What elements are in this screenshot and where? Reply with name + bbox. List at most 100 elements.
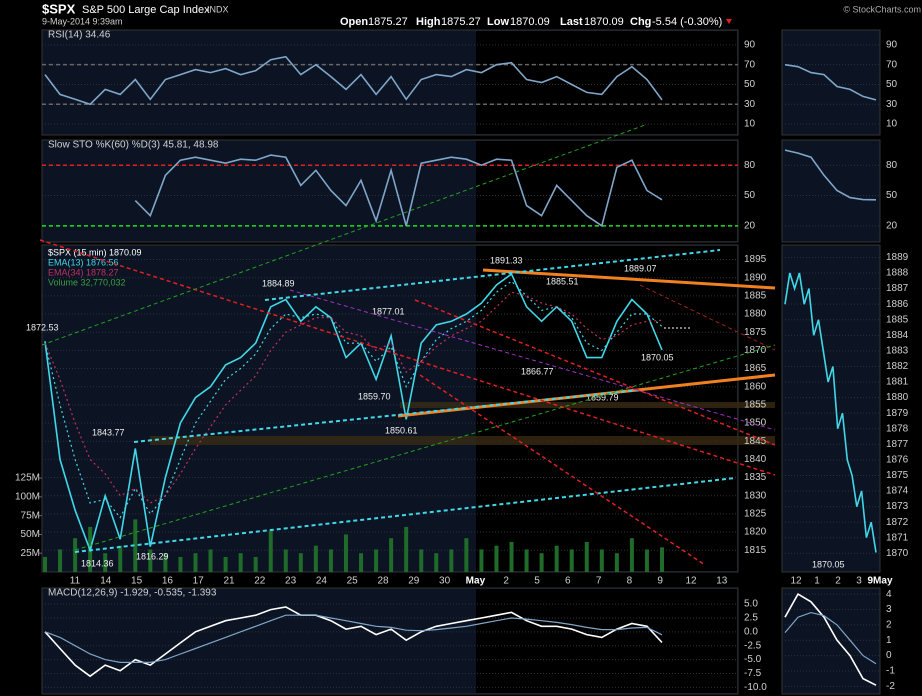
y-tick-label: 5.0 (744, 599, 758, 610)
y-tick-label: 1845 (744, 436, 767, 447)
support-band (150, 436, 775, 445)
volume-bar (313, 545, 318, 572)
volume-bar (328, 549, 333, 572)
x-tick-label: 9May (867, 576, 892, 587)
x-tick-label: 23 (285, 576, 297, 587)
price-annotation: 1884.89 (262, 278, 295, 288)
y-tick-label: 1820 (744, 527, 767, 538)
x-tick-label: 25 (347, 576, 359, 587)
y-tick-label: 1874 (886, 486, 909, 497)
y-tick-label: -2 (886, 681, 895, 692)
series-line (784, 592, 877, 686)
y-tick-label: 0.0 (744, 626, 758, 637)
symbol: $SPX (42, 1, 76, 16)
y-tick-label: 90 (886, 39, 898, 50)
y-tick-label: 1895 (744, 254, 767, 265)
credit: © StockCharts.com (843, 4, 921, 14)
trend-line (264, 249, 721, 301)
trend-line (133, 389, 641, 443)
volume-tick-label: 50M (21, 529, 40, 540)
volume-bar (208, 549, 213, 572)
x-tick-label: 17 (193, 576, 205, 587)
volume-tick-label: 75M (21, 510, 40, 521)
y-tick-label: 1875 (744, 327, 767, 338)
series-line (784, 272, 877, 553)
x-tick-label: 2 (835, 576, 841, 587)
panel-bg (781, 587, 881, 695)
y-tick-label: 20 (744, 220, 756, 231)
quote-value: 1875.27 (368, 16, 408, 28)
y-tick-label: 2.5 (744, 613, 758, 624)
y-tick-label: 1825 (744, 509, 767, 520)
volume-bar (343, 534, 348, 572)
volume-bar (103, 553, 108, 572)
x-tick-label: 3 (856, 576, 862, 587)
volume-bar (629, 538, 634, 572)
price-annotation: 1891.33 (490, 255, 523, 265)
x-tick-label: 22 (254, 576, 266, 587)
volume-bar (58, 549, 63, 572)
x-tick-label: 8 (627, 576, 633, 587)
volume-bar (163, 553, 168, 572)
y-tick-label: 1830 (744, 490, 767, 501)
volume-bar (419, 549, 424, 572)
y-tick-label: 1890 (744, 272, 767, 283)
down-arrow (726, 19, 732, 24)
y-tick-label: 1885 (886, 314, 909, 325)
index-name: S&P 500 Large Cap Index (82, 4, 210, 16)
volume-bar (283, 549, 288, 572)
support-band (400, 402, 775, 408)
volume-bar (554, 545, 559, 572)
y-tick-label: 1865 (744, 363, 767, 374)
volume-bar (449, 549, 454, 572)
y-tick-label: 1 (886, 635, 892, 646)
x-tick-label: 6 (565, 576, 571, 587)
trend-line (41, 124, 646, 346)
x-tick-label: 15 (131, 576, 143, 587)
y-tick-label: 10 (886, 119, 898, 130)
volume-bar (268, 530, 273, 572)
volume-bar (193, 553, 198, 572)
y-tick-label: 1860 (744, 381, 767, 392)
volume-bar (359, 553, 364, 572)
y-tick-label: 1870 (886, 548, 909, 559)
volume-bar (599, 549, 604, 572)
quote-label: Chg (630, 16, 651, 28)
y-tick-label: 4 (886, 589, 892, 600)
panel-title: RSI(14) 34.46 (48, 30, 111, 41)
series-line (44, 272, 663, 553)
x-tick-label: 12 (790, 576, 802, 587)
panel-bg (781, 139, 881, 243)
legend-entry: EMA(13) 1876.56 (48, 257, 119, 267)
trend-line (74, 344, 776, 551)
panel-bg-recent (476, 246, 737, 571)
panel-bg-recent (476, 141, 737, 241)
volume-bar (434, 553, 439, 572)
trend-line (419, 374, 706, 566)
volume-bar (253, 556, 258, 572)
volume-bar (73, 538, 78, 572)
y-tick-label: 1875 (886, 470, 909, 481)
panel-bg-recent (476, 589, 737, 693)
x-tick-label: 5 (534, 576, 540, 587)
y-tick-label: 1879 (886, 408, 909, 419)
series-line (44, 291, 663, 504)
price-annotation: 1843.77 (92, 427, 125, 437)
volume-tick-label: 100M (15, 491, 40, 502)
trend-line (639, 284, 776, 351)
y-tick-label: 80 (886, 160, 898, 171)
price-annotation: 1859.70 (358, 391, 391, 401)
x-tick-label: 9 (657, 576, 663, 587)
volume-bar (524, 549, 529, 572)
volume-bar (43, 556, 47, 572)
y-tick-label: 70 (744, 59, 756, 70)
y-tick-label: 1871 (886, 532, 909, 543)
y-tick-label: 30 (744, 99, 756, 110)
y-tick-label: 1872 (886, 517, 909, 528)
volume-bar (479, 549, 484, 572)
volume-bar (644, 549, 649, 572)
volume-bar (614, 553, 619, 572)
x-tick-label: 16 (162, 576, 174, 587)
